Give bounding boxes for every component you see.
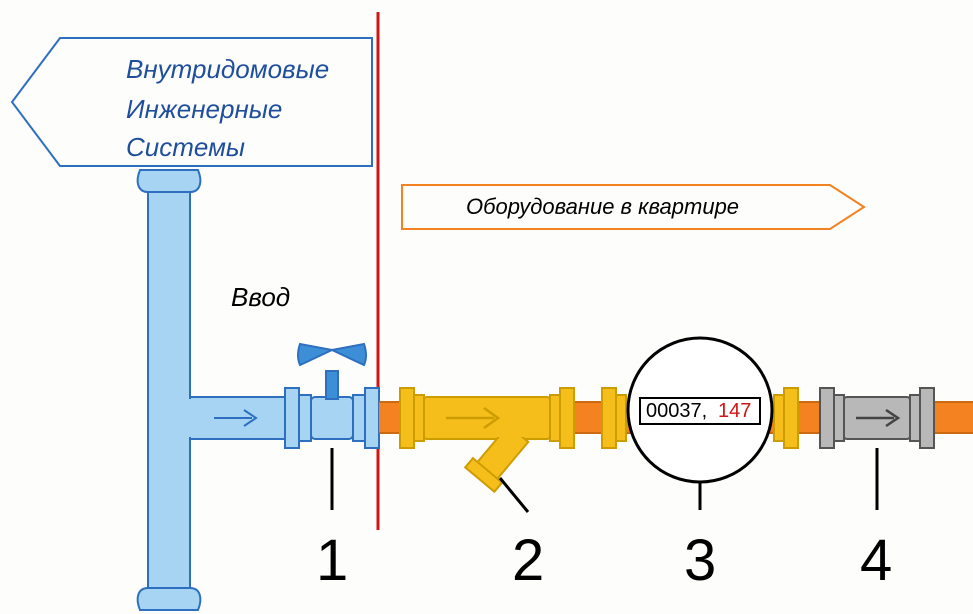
number-3: 3 [684, 528, 716, 593]
meter-reading-frac: 147 [718, 400, 751, 422]
meter-coupling-right [774, 388, 798, 448]
right-callout: Оборудование в квартире [402, 185, 864, 229]
diagram-root: Внутридомовые Инженерные Системы Оборудо… [0, 0, 973, 614]
ball-valve [285, 344, 379, 448]
inlet-label: Ввод [231, 282, 290, 312]
meter-coupling-left [602, 388, 626, 448]
strainer-filter [400, 388, 574, 492]
left-callout-line3: Системы [126, 132, 245, 162]
left-callout: Внутридомовые Инженерные Системы [12, 38, 372, 166]
number-2: 2 [512, 528, 544, 593]
check-valve [820, 388, 934, 448]
meter-reading-int: 00037, [646, 400, 707, 422]
water-meter: 00037, 147 [628, 338, 772, 482]
left-callout-line1: Внутридомовые [126, 54, 329, 84]
leaders [332, 448, 877, 512]
number-1: 1 [316, 528, 348, 593]
riser-pipe [138, 170, 201, 610]
number-4: 4 [860, 528, 892, 593]
right-callout-text: Оборудование в квартире [466, 194, 739, 219]
left-callout-line2: Инженерные [126, 94, 282, 124]
